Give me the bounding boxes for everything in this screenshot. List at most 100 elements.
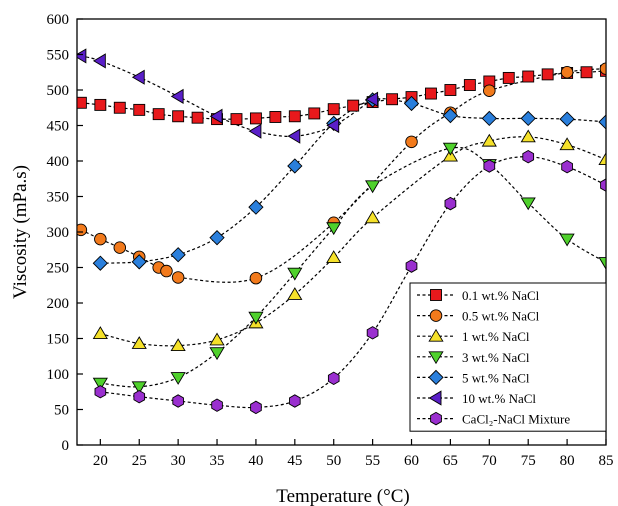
data-point (347, 99, 360, 112)
data-point (287, 267, 303, 281)
data-point (287, 287, 303, 300)
legend: 0.1 wt.% NaCl 0.5 wt.% NaCl 1 wt.% NaCl 3 w… (409, 282, 607, 432)
data-point (113, 101, 126, 114)
y-tick-label: 0 (62, 438, 70, 454)
y-tick-label: 500 (47, 83, 70, 99)
legend-label: 5 wt.% NaCl (462, 370, 530, 385)
data-point (559, 111, 575, 127)
data-point (327, 103, 340, 116)
x-tick-label: 85 (599, 453, 614, 469)
data-point (600, 178, 606, 192)
data-point (170, 247, 186, 263)
data-point (541, 68, 554, 81)
data-point (463, 79, 476, 91)
data-point (92, 377, 108, 391)
data-point (131, 381, 147, 395)
data-point (444, 196, 457, 211)
data-point (287, 128, 301, 144)
data-point (191, 111, 204, 124)
data-point (172, 110, 185, 123)
data-point (152, 108, 165, 121)
data-point (444, 84, 457, 96)
data-point (598, 153, 606, 166)
y-tick-label: 100 (47, 367, 70, 383)
x-axis-title: Temperature (°C) (276, 486, 409, 506)
legend-marker (428, 369, 444, 386)
y-tick-label: 300 (47, 225, 70, 241)
data-point (131, 254, 147, 270)
data-point (481, 133, 497, 147)
data-point (248, 199, 264, 215)
legend-label: 0.5 wt.% NaCl (462, 309, 540, 324)
legend-marker (429, 309, 443, 322)
data-point (92, 53, 106, 69)
x-tick-label: 65 (443, 453, 458, 469)
data-point (113, 241, 127, 254)
x-tick-label: 80 (560, 453, 575, 469)
data-point (170, 338, 186, 352)
data-point (77, 223, 88, 237)
data-point (172, 394, 184, 408)
x-tick-label: 55 (365, 453, 380, 469)
data-point (248, 123, 262, 139)
data-point (209, 230, 225, 246)
data-point (170, 88, 184, 104)
y-tick-label: 250 (47, 261, 70, 277)
x-tick-label: 75 (521, 453, 536, 469)
x-tick-label: 35 (210, 453, 225, 469)
data-point (559, 233, 575, 247)
data-point (289, 394, 301, 408)
x-tick-label: 45 (287, 453, 302, 469)
legend-marker (428, 328, 444, 342)
y-tick-label: 150 (47, 332, 70, 348)
data-point (559, 137, 575, 151)
data-point (131, 336, 147, 349)
data-point (580, 66, 593, 79)
data-point (598, 114, 606, 130)
data-point (248, 311, 264, 325)
legend-label: 0.1 wt.% NaCl (462, 288, 540, 303)
legend-label: CaCl₂-NaCl Mixture (462, 412, 570, 427)
data-point (386, 93, 399, 106)
data-point (326, 117, 340, 134)
series-curve-0 (80, 70, 606, 120)
y-tick-label: 350 (47, 190, 70, 206)
x-tick-label: 40 (248, 453, 263, 469)
y-axis-title: Viscosity (mPa.s) (10, 165, 31, 299)
legend-marker (430, 411, 442, 426)
data-point (287, 158, 303, 174)
data-point (288, 110, 301, 123)
data-point (598, 257, 606, 270)
x-tick-label: 25 (132, 453, 147, 469)
data-point (326, 222, 342, 236)
data-point (160, 264, 173, 278)
data-point (425, 87, 437, 100)
data-point (209, 108, 223, 124)
data-point (133, 103, 146, 116)
data-point (211, 398, 223, 412)
legend-marker (428, 390, 442, 406)
x-tick-label: 50 (326, 453, 341, 469)
data-point (520, 197, 536, 211)
data-point (483, 84, 496, 97)
y-tick-label: 600 (47, 12, 70, 28)
data-point (209, 332, 225, 346)
data-point (94, 98, 107, 111)
data-point (481, 110, 497, 127)
data-point (483, 159, 496, 173)
data-point (92, 326, 108, 339)
legend-label: 1 wt.% NaCl (462, 329, 530, 344)
data-point (560, 65, 574, 79)
data-point (365, 91, 379, 107)
data-point (365, 210, 381, 224)
data-point (442, 107, 459, 124)
data-point (92, 255, 108, 271)
data-point (502, 71, 515, 84)
legend-marker (428, 351, 444, 365)
series-markers (77, 48, 606, 415)
data-point (77, 48, 87, 64)
data-point (77, 96, 87, 109)
data-point (365, 180, 381, 194)
series-curve-1 (80, 68, 606, 283)
